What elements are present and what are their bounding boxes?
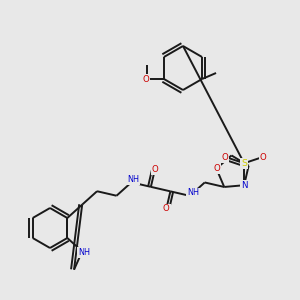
Text: O: O	[260, 153, 266, 162]
Text: NH: NH	[128, 175, 140, 184]
Text: O: O	[142, 74, 149, 83]
Text: NH: NH	[78, 248, 90, 257]
Text: O: O	[213, 164, 220, 173]
Text: O: O	[222, 153, 229, 162]
Text: NH: NH	[187, 188, 199, 197]
Text: S: S	[241, 159, 247, 168]
Text: O: O	[152, 165, 158, 174]
Text: O: O	[163, 204, 170, 213]
Text: N: N	[241, 181, 247, 190]
